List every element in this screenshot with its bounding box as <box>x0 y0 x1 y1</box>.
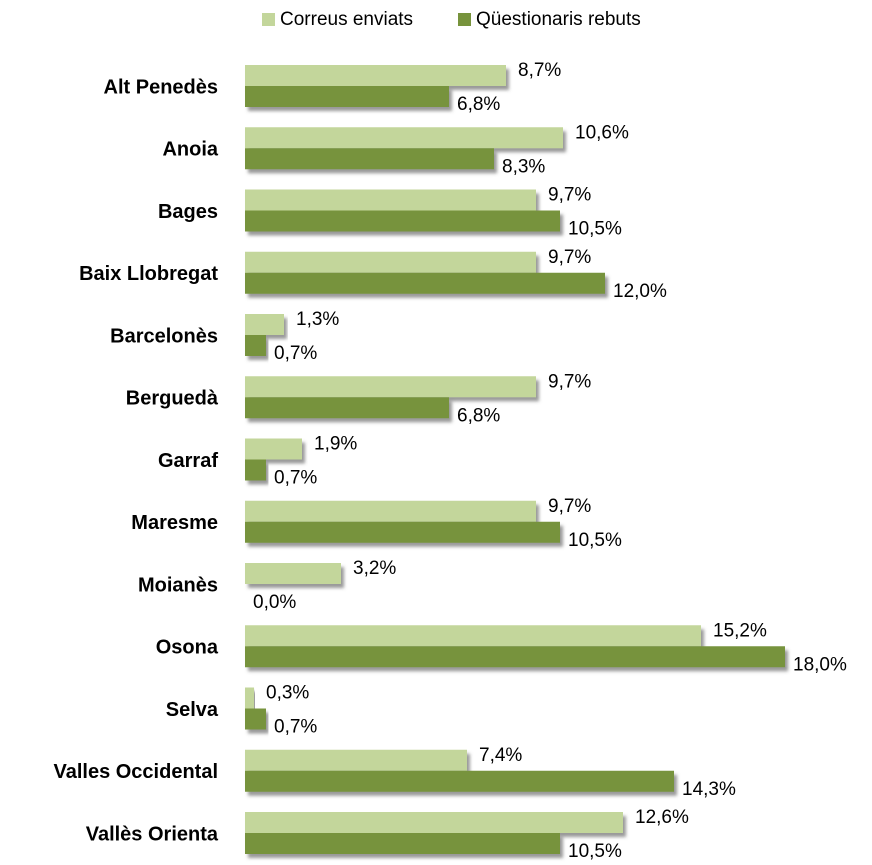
legend-label: Qüestionaris rebuts <box>476 9 641 30</box>
value-label: 0,3% <box>266 683 309 704</box>
category-label: Berguedà <box>126 388 219 410</box>
value-label: 12,6% <box>635 807 689 828</box>
category-label: Valles Occidental <box>53 761 218 783</box>
value-label: 10,5% <box>568 841 622 862</box>
category-label: Maresme <box>131 512 218 534</box>
bar <box>245 833 560 854</box>
bar <box>245 86 449 107</box>
legend-swatch <box>262 13 275 26</box>
bar <box>245 148 494 170</box>
bar <box>245 500 536 522</box>
value-label: 9,7% <box>548 371 591 392</box>
category-label: Moianès <box>138 574 218 596</box>
value-label: 6,8% <box>457 405 500 426</box>
value-label: 1,9% <box>314 434 357 455</box>
legend-swatch <box>458 13 471 26</box>
category-label: Anoia <box>162 139 218 161</box>
value-label: 9,7% <box>548 496 591 517</box>
bar <box>245 770 674 792</box>
bar <box>245 210 560 232</box>
value-label: 10,5% <box>568 530 622 551</box>
value-label: 8,3% <box>502 156 545 177</box>
bar <box>245 314 284 335</box>
bar <box>245 459 266 481</box>
category-label: Bages <box>158 201 218 223</box>
bar <box>245 272 605 294</box>
bar <box>245 749 467 771</box>
bar <box>245 812 623 833</box>
bar <box>245 708 266 730</box>
bar <box>245 563 341 584</box>
value-label: 6,8% <box>457 94 500 115</box>
value-label: 0,0% <box>253 592 296 613</box>
bar <box>245 127 563 149</box>
category-label: Osona <box>156 637 219 659</box>
category-label: Selva <box>166 699 219 721</box>
value-label: 9,7% <box>548 185 591 206</box>
value-label: 8,7% <box>518 60 561 81</box>
bar <box>245 625 701 647</box>
bar <box>245 376 536 398</box>
category-label: Garraf <box>158 450 218 472</box>
value-label: 0,7% <box>274 717 317 738</box>
value-label: 12,0% <box>613 281 667 302</box>
value-label: 7,4% <box>479 745 522 766</box>
bar <box>245 397 449 419</box>
value-label: 9,7% <box>548 247 591 268</box>
bar <box>245 189 536 211</box>
bar <box>245 646 785 668</box>
value-label: 18,0% <box>793 654 847 675</box>
bar <box>245 687 254 709</box>
bar <box>245 251 536 273</box>
value-label: 15,2% <box>713 620 767 641</box>
value-label: 0,7% <box>274 468 317 489</box>
bar <box>245 335 266 356</box>
category-label: Alt Penedès <box>104 76 218 98</box>
value-label: 10,6% <box>575 122 629 143</box>
value-label: 14,3% <box>682 779 736 800</box>
category-label: Vallès Orienta <box>86 823 219 845</box>
category-label: Baix Llobregat <box>79 263 218 285</box>
bar <box>245 65 506 86</box>
value-label: 10,5% <box>568 219 622 240</box>
legend-label: Correus enviats <box>280 9 413 30</box>
value-label: 1,3% <box>296 309 339 330</box>
category-label: Barcelonès <box>110 325 218 347</box>
bar <box>245 521 560 543</box>
value-label: 0,7% <box>274 343 317 364</box>
value-label: 3,2% <box>353 558 396 579</box>
bar <box>245 438 302 460</box>
